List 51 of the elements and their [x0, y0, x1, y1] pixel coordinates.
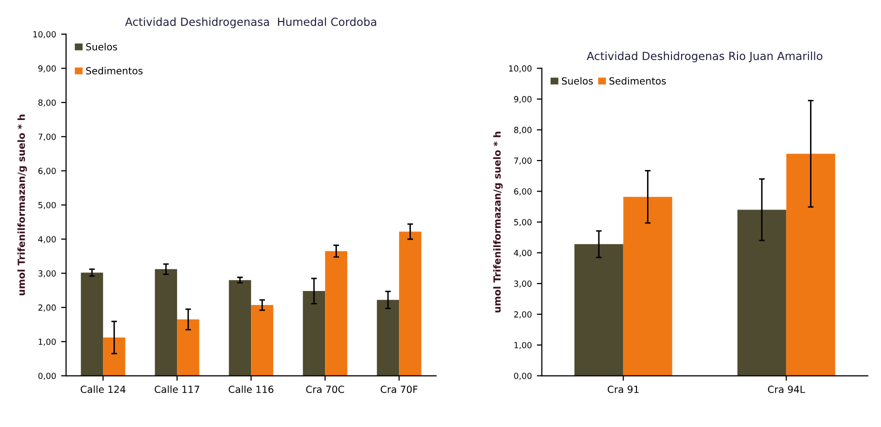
bar [786, 154, 836, 376]
y-tick-label: 1,00 [514, 342, 532, 350]
x-tick-label: Calle 116 [228, 385, 274, 394]
bar [623, 196, 672, 376]
legend-label: Suelos [86, 42, 118, 50]
y-tick-label: 7,00 [38, 134, 56, 141]
x-tick-label: Calle 117 [154, 385, 200, 394]
bar [177, 319, 200, 376]
bar [80, 272, 104, 376]
x-tick-label: Cra 91 [608, 386, 639, 394]
x-tick-label: Cra 70F [380, 386, 418, 394]
y-axis-title: umol Trifenilformazan/g suelo * h [493, 132, 503, 312]
bar [399, 232, 422, 376]
y-tick-label: 7,00 [514, 158, 532, 165]
legend-label: Sedimentos [609, 77, 666, 85]
legend-label: Sedimentos [86, 66, 143, 74]
bar [251, 305, 274, 376]
y-tick-label: 4,00 [38, 236, 56, 244]
y-tick-label: 0,00 [38, 372, 56, 380]
y-tick-label: 9,00 [514, 96, 532, 104]
x-tick-label: Calle 124 [80, 385, 126, 394]
bar [574, 244, 624, 376]
x-tick-label: Cra 94L [768, 386, 806, 394]
y-tick-label: 10,00 [33, 31, 56, 38]
y-tick-label: 2,00 [38, 304, 56, 312]
bar [302, 291, 326, 376]
x-tick-label: Cra 70C [306, 386, 344, 394]
y-tick-label: 2,00 [514, 311, 532, 318]
y-tick-label: 10,00 [509, 65, 532, 72]
y-tick-label: 6,00 [38, 168, 56, 175]
y-tick-label: 3,00 [514, 280, 532, 288]
y-tick-label: 3,00 [38, 270, 56, 278]
bar [376, 300, 400, 376]
y-tick-label: 5,00 [514, 219, 532, 226]
bar [103, 338, 126, 376]
y-tick-label: 6,00 [514, 188, 532, 196]
bar [325, 251, 348, 376]
bar [154, 269, 178, 376]
y-axis-title: umol Trifenilformazan/g suelo * h [17, 114, 27, 296]
chart-title: Actividad Deshidrogenasa Humedal Cordoba [125, 17, 376, 28]
y-tick-label: 1,00 [38, 338, 56, 346]
y-tick-label: 8,00 [514, 126, 532, 134]
y-tick-label: 9,00 [38, 65, 56, 72]
legend-label: Suelos [562, 77, 593, 85]
y-tick-label: 0,00 [514, 372, 532, 380]
y-tick-label: 5,00 [38, 202, 56, 210]
chart-title: Actividad Deshidrogenas Rio Juan Amarillo [586, 52, 822, 62]
y-tick-label: 8,00 [38, 99, 56, 107]
bar [737, 210, 786, 376]
bar [228, 280, 252, 376]
y-tick-label: 4,00 [514, 250, 532, 257]
